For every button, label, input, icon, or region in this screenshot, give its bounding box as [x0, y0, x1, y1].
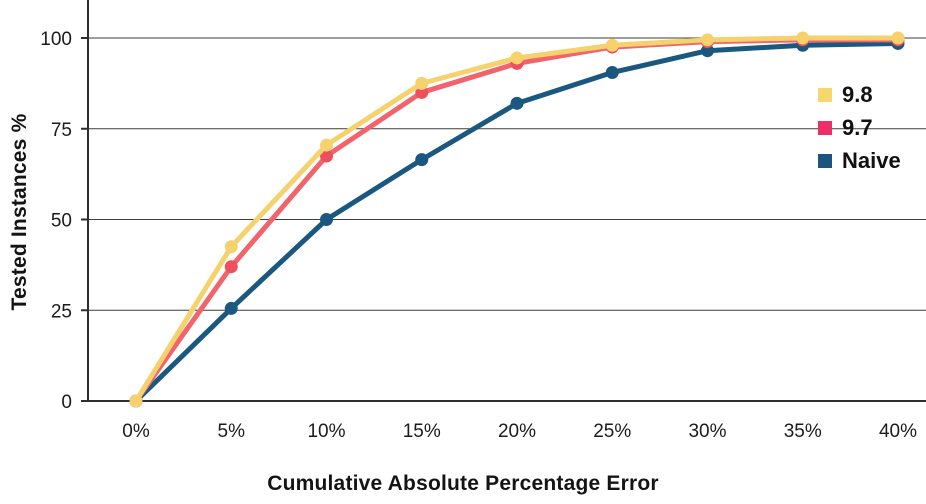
data-point-9.8-0% — [129, 394, 143, 408]
data-point-Naive-20% — [510, 96, 524, 110]
y-tick-label-50: 50 — [51, 211, 72, 232]
data-point-9.8-10% — [320, 138, 333, 152]
legend-label-Naive: Naive — [842, 148, 901, 173]
data-point-9.8-25% — [605, 38, 619, 52]
x-tick-label-5%: 5% — [218, 421, 246, 442]
data-point-9.8-35% — [796, 31, 810, 45]
data-point-9.7-15% — [415, 85, 429, 99]
data-point-Naive-5% — [224, 301, 238, 315]
data-point-9.7-10% — [320, 149, 333, 163]
legend: 9.8 9.7 Naive — [818, 84, 901, 172]
data-point-Naive-30% — [701, 44, 714, 58]
y-tick-label-25: 25 — [51, 301, 72, 322]
x-tick-label-30%: 30% — [688, 421, 726, 442]
data-point-9.7-5% — [224, 260, 238, 274]
series-line-9.7 — [133, 37, 901, 404]
y-tick-label-0: 0 — [61, 392, 72, 413]
x-tick-label-20%: 20% — [498, 421, 536, 442]
data-point-Naive-15% — [415, 153, 429, 167]
legend-swatch-9.8 — [818, 88, 832, 102]
x-tick-label-0%: 0% — [122, 421, 150, 442]
y-tick-label-75: 75 — [51, 120, 72, 141]
legend-label-9.7: 9.7 — [842, 115, 873, 140]
legend-item-9.8: 9.8 — [818, 84, 901, 106]
x-tick-label-35%: 35% — [784, 421, 822, 442]
data-point-Naive-25% — [605, 65, 619, 79]
data-point-9.8-40% — [891, 31, 905, 45]
y-tick-label-100: 100 — [40, 29, 72, 50]
x-tick-label-40%: 40% — [879, 421, 917, 442]
legend-swatch-Naive — [818, 154, 832, 168]
data-point-9.8-15% — [415, 76, 429, 90]
legend-item-Naive: Naive — [818, 150, 901, 172]
x-axis-title: Cumulative Absolute Percentage Error — [267, 472, 659, 495]
x-tick-label-25%: 25% — [593, 421, 631, 442]
data-point-9.8-5% — [224, 240, 238, 254]
legend-swatch-9.7 — [818, 121, 832, 135]
x-tick-label-15%: 15% — [403, 421, 441, 442]
legend-label-9.8: 9.8 — [842, 82, 873, 107]
x-tick-label-10%: 10% — [307, 421, 345, 442]
data-point-Naive-10% — [320, 213, 333, 226]
data-point-9.8-30% — [701, 33, 714, 47]
data-point-9.8-20% — [510, 51, 524, 65]
legend-item-9.7: 9.7 — [818, 117, 901, 139]
